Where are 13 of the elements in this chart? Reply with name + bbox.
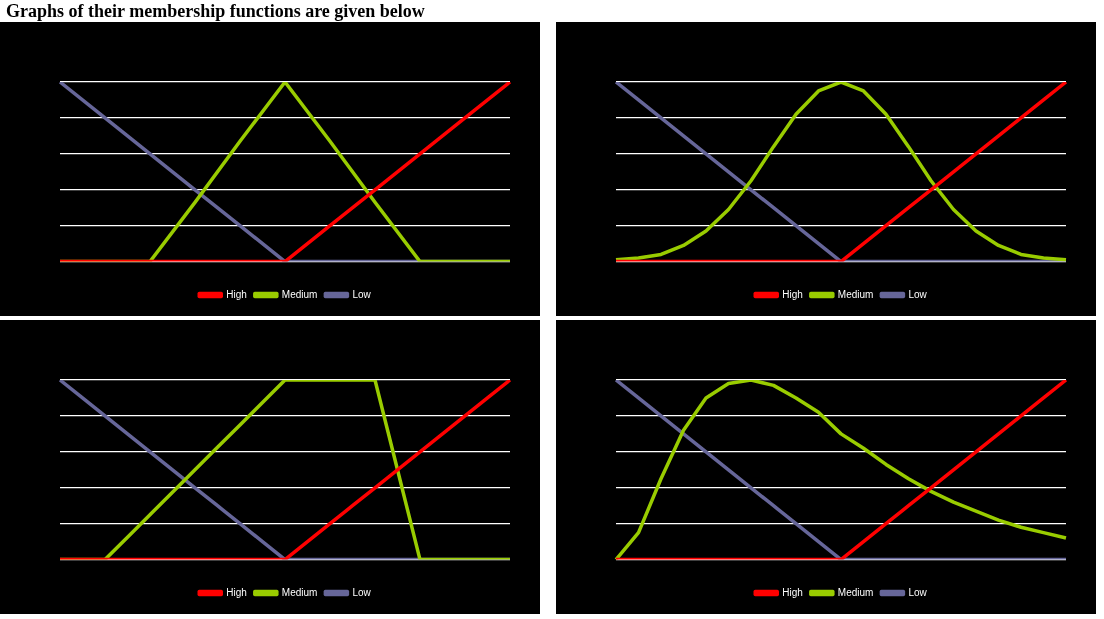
legend-label: High — [226, 586, 247, 598]
legend-label: Low — [352, 586, 372, 598]
legend-label: High — [782, 288, 803, 300]
legend-label: Low — [908, 586, 928, 598]
legend-label: High — [782, 586, 803, 598]
legend-label: Medium — [837, 288, 874, 300]
legend-label: High — [226, 288, 247, 300]
legend-label: Low — [352, 288, 372, 300]
legend-label: Medium — [281, 586, 318, 598]
legend-label: Medium — [837, 586, 874, 598]
legend-label: Low — [908, 288, 928, 300]
legend-label: Medium — [281, 288, 318, 300]
chart-title: Graphs of their membership functions are given below — [5, 0, 426, 22]
